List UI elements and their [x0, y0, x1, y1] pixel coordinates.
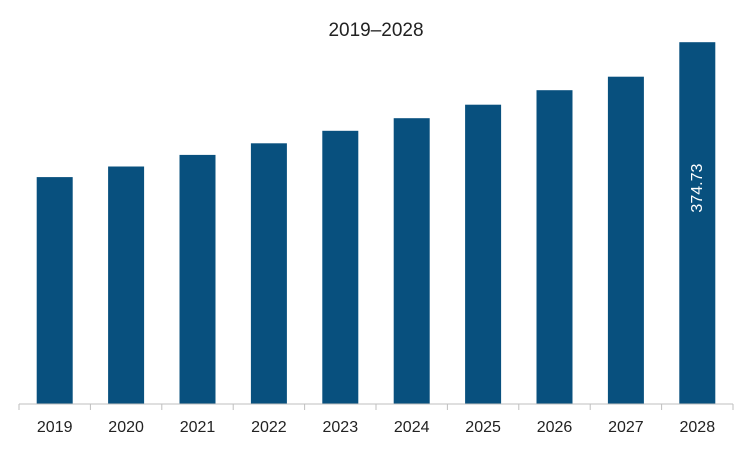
bars-layer: [36, 42, 716, 405]
x-tick-label-2021: 2021: [180, 419, 216, 436]
bar-2021: [179, 154, 216, 404]
data-labels-layer: 374.73: [689, 164, 706, 213]
bar-2022: [250, 143, 287, 405]
x-tick-label-2027: 2027: [608, 419, 644, 436]
bar-2024: [393, 118, 430, 404]
bar-2026: [536, 90, 573, 404]
x-tick-label-2019: 2019: [37, 419, 73, 436]
bar-2019: [36, 177, 73, 404]
bar-2023: [322, 130, 359, 405]
chart-title: 2019–2028: [328, 20, 423, 41]
x-tick-label-2028: 2028: [680, 419, 716, 436]
x-tick-label-2024: 2024: [394, 419, 430, 436]
x-tick-label-2026: 2026: [537, 419, 573, 436]
data-label-2028: 374.73: [689, 164, 706, 213]
x-tick-label-2025: 2025: [465, 419, 501, 436]
x-tick-label-2022: 2022: [251, 419, 287, 436]
x-tick-label-2023: 2023: [323, 419, 359, 436]
bar-2027: [607, 76, 644, 404]
bar-2028: [679, 42, 716, 404]
x-axis-tick-labels: 2019 2020 2021 2022 2023 2024 2025 2026 2027 2028: [37, 419, 715, 436]
x-tick-label-2020: 2020: [108, 419, 144, 436]
x-axis-ticks: [18, 404, 734, 410]
bar-2020: [108, 166, 145, 404]
bar-2025: [465, 104, 502, 404]
